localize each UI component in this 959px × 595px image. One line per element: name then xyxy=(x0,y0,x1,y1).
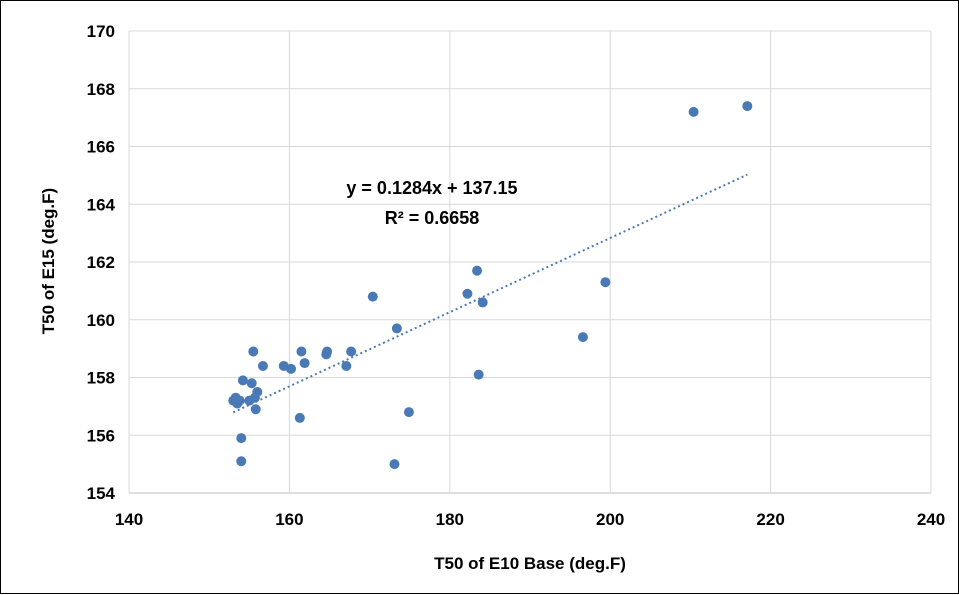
data-point xyxy=(346,346,357,357)
data-point xyxy=(577,332,588,343)
data-point xyxy=(236,433,247,444)
data-point xyxy=(462,288,473,299)
data-point xyxy=(389,459,400,470)
data-point xyxy=(248,346,259,357)
x-tick-label: 160 xyxy=(275,510,303,529)
trendline-layer xyxy=(232,173,748,414)
data-point xyxy=(257,360,268,371)
y-tick-label: 160 xyxy=(87,311,115,330)
data-point xyxy=(236,456,247,467)
x-tick-label: 140 xyxy=(115,510,143,529)
trendline-equation: y = 0.1284x + 137.15 xyxy=(346,178,517,198)
x-tick-label: 240 xyxy=(917,510,945,529)
y-tick-label: 164 xyxy=(87,195,116,214)
data-points xyxy=(228,101,753,470)
data-point xyxy=(403,407,414,418)
tick-labels: 154 156 158 160 162 164 166 168 170 140 160 180 200 2… xyxy=(87,22,946,529)
data-point xyxy=(341,360,352,371)
trendline-r-squared: R² = 0.6658 xyxy=(385,208,480,228)
trendline xyxy=(232,173,748,414)
data-point xyxy=(322,346,333,357)
x-tick-label: 200 xyxy=(596,510,624,529)
data-point xyxy=(742,101,753,112)
gridlines xyxy=(128,30,932,494)
x-axis-title: T50 of E10 Base (deg.F) xyxy=(434,554,626,573)
data-point xyxy=(688,106,699,117)
y-tick-label: 166 xyxy=(87,138,115,157)
data-point xyxy=(391,323,402,334)
data-point xyxy=(473,369,484,380)
data-point xyxy=(246,378,257,389)
x-tick-label: 220 xyxy=(756,510,784,529)
data-point xyxy=(234,395,245,406)
y-axis-title: T50 of E15 (deg.F) xyxy=(39,188,58,334)
y-tick-label: 158 xyxy=(87,369,115,388)
y-tick-label: 170 xyxy=(87,22,115,41)
data-point xyxy=(294,412,305,423)
data-point xyxy=(299,358,310,369)
data-point xyxy=(472,265,483,276)
y-tick-label: 162 xyxy=(87,253,115,272)
x-tick-label: 180 xyxy=(436,510,464,529)
data-point xyxy=(237,375,248,386)
data-point xyxy=(296,346,307,357)
data-point xyxy=(252,386,263,397)
data-point xyxy=(477,297,488,308)
data-point xyxy=(367,291,378,302)
y-tick-label: 168 xyxy=(87,80,115,99)
y-tick-label: 154 xyxy=(87,484,116,503)
data-point xyxy=(286,363,297,374)
data-point xyxy=(250,404,261,415)
y-tick-label: 156 xyxy=(87,426,115,445)
data-point xyxy=(600,277,611,288)
